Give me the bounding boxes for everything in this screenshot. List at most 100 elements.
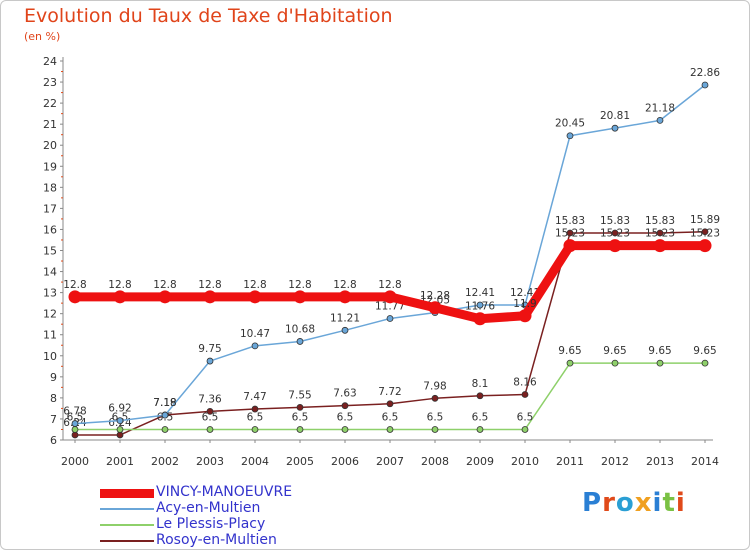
data-label: 20.45 (555, 118, 585, 130)
data-label: 15.83 (645, 215, 675, 227)
data-point (206, 357, 214, 365)
data-point (611, 359, 619, 367)
legend-item: Le Plessis-Placy (100, 516, 360, 533)
data-label: 7.72 (378, 386, 401, 398)
data-point (341, 426, 349, 433)
data-point (296, 338, 304, 345)
y-tick-label: 23 (43, 76, 57, 89)
y-tick-label: 8 (50, 392, 57, 405)
legend-label: Rosoy-en-Multien (156, 532, 277, 548)
data-label: 6.5 (427, 411, 444, 423)
data-label: 7.55 (288, 389, 311, 401)
legend-item: VINCY-MANOEUVRE (100, 484, 360, 501)
data-point (251, 342, 259, 350)
data-point (566, 229, 574, 237)
data-label: 7.19 (153, 397, 176, 409)
data-label: 15.83 (600, 215, 630, 227)
data-label: 15.89 (690, 214, 720, 226)
data-label: 9.65 (558, 345, 581, 357)
data-point (563, 239, 577, 253)
x-tick-label: 2014 (691, 455, 719, 468)
data-point (113, 290, 127, 304)
data-point (608, 239, 622, 253)
chart-unit-label: (en %) (24, 30, 61, 43)
data-point (296, 403, 304, 411)
data-point (521, 391, 529, 398)
legend-swatch (100, 540, 154, 542)
legend-swatch (100, 488, 154, 498)
y-tick-label: 16 (43, 223, 57, 236)
data-label: 15.23 (555, 228, 585, 240)
brand-letter: i (675, 488, 686, 518)
data-label: 7.36 (198, 393, 222, 405)
data-point (71, 420, 79, 427)
data-label: 12.28 (420, 290, 450, 302)
y-tick-label: 19 (43, 160, 57, 173)
x-tick-label: 2002 (151, 455, 179, 468)
data-point (428, 301, 442, 315)
data-label: 12.8 (63, 279, 86, 291)
data-point (341, 326, 349, 334)
x-tick-label: 2011 (556, 455, 584, 468)
data-label: 8.16 (513, 377, 537, 389)
x-tick-label: 2000 (61, 455, 89, 468)
data-label: 15.83 (555, 215, 585, 227)
brand-logo: Proxiti (582, 488, 686, 518)
x-tick-label: 2013 (646, 455, 674, 468)
data-point (386, 400, 394, 408)
data-label: 12.41 (465, 287, 495, 299)
data-label: 6.92 (108, 403, 131, 415)
data-point (656, 359, 664, 367)
data-point (476, 392, 484, 400)
data-label: 6.5 (337, 411, 354, 423)
y-tick-label: 20 (43, 139, 57, 152)
brand-letter: x (634, 488, 653, 518)
brand-letter: t (662, 488, 676, 518)
data-point (431, 394, 439, 402)
data-point (251, 426, 259, 433)
legend-label: Le Plessis-Placy (156, 516, 266, 532)
data-label: 15.23 (690, 228, 720, 240)
data-point (383, 290, 397, 304)
data-label: 6.5 (292, 411, 309, 423)
data-label: 6.5 (202, 411, 219, 423)
brand-letter: i (652, 488, 663, 518)
data-label: 11.77 (375, 301, 405, 313)
data-label: 10.47 (240, 328, 270, 340)
data-label: 6.5 (382, 411, 399, 423)
y-tick-label: 24 (43, 55, 57, 68)
data-label: 11.21 (330, 312, 360, 324)
data-point (611, 229, 619, 237)
y-tick-label: 9 (50, 371, 57, 384)
data-point (473, 312, 487, 326)
data-label: 6.5 (517, 411, 534, 423)
x-tick-label: 2007 (376, 455, 404, 468)
x-tick-label: 2009 (466, 455, 494, 468)
legend-swatch (100, 524, 154, 526)
data-label: 12.8 (243, 279, 266, 291)
y-tick-label: 11 (43, 329, 57, 342)
data-label: 12.8 (198, 279, 221, 291)
data-point (161, 411, 169, 419)
data-label: 7.98 (423, 380, 446, 392)
data-point (206, 407, 214, 415)
data-point (521, 426, 529, 433)
data-point (158, 290, 172, 304)
data-label: 9.65 (693, 345, 716, 357)
data-label: 12.8 (378, 279, 401, 291)
chart-legend: VINCY-MANOEUVRE Acy-en-Multien Le Plessis-… (100, 484, 360, 549)
data-label: 6.5 (247, 411, 264, 423)
data-label: 11.9 (513, 298, 536, 310)
data-point (116, 426, 124, 433)
x-tick-label: 2012 (601, 455, 629, 468)
data-label: 9.75 (198, 343, 221, 355)
data-label: 6.78 (63, 406, 86, 418)
line-chart: 6 7 8 9 10 11 12 13 14 15 16 17 18 19 20 21 22 23 24 2000 20… (43, 55, 720, 468)
legend-item: Rosoy-en-Multien (100, 532, 360, 549)
data-label: 9.65 (603, 345, 626, 357)
data-point (476, 426, 484, 433)
data-point (701, 228, 709, 236)
y-tick-label: 22 (43, 97, 57, 110)
data-label: 21.18 (645, 102, 675, 114)
data-point (251, 405, 259, 413)
